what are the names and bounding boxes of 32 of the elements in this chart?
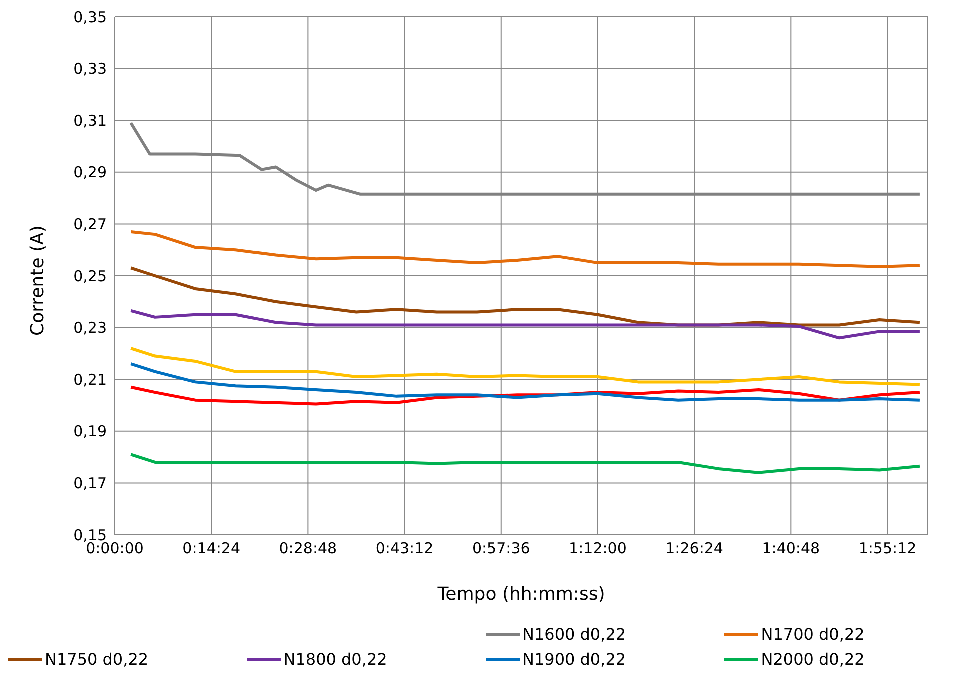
x-tick-label: 1:12:00	[569, 540, 627, 558]
legend-label: N1700 d0,22	[761, 625, 865, 644]
line-series	[130, 362, 922, 402]
line-series	[130, 309, 922, 340]
line-series	[130, 347, 922, 386]
x-tick-label: 1:55:12	[858, 540, 917, 558]
x-axis-title: Tempo (hh:mm:ss)	[436, 584, 606, 605]
x-tick-label: 0:28:48	[279, 540, 338, 558]
x-tick-label: 0:43:12	[376, 540, 434, 558]
y-axis-title: Corrente (A)	[27, 226, 48, 336]
x-tick-label: 1:26:24	[666, 540, 724, 558]
x-tick-label: 0:57:36	[472, 540, 530, 558]
y-tick-label: 0,21	[74, 370, 107, 389]
y-tick-label: 0,29	[74, 164, 107, 182]
y-tick-label: 0,35	[74, 8, 107, 26]
x-tick-label: 1:40:48	[762, 540, 820, 558]
y-tick-label: 0,23	[74, 319, 107, 338]
legend-label: N2000 d0,22	[761, 650, 865, 669]
y-tick-label: 0,17	[74, 474, 107, 493]
legend-label: N1800 d0,22	[284, 650, 388, 669]
line-series	[130, 453, 922, 474]
legend-label: N1600 d0,22	[522, 625, 626, 644]
x-tick-label: 0:00:00	[86, 540, 144, 558]
y-tick-label: 0,31	[74, 112, 107, 130]
y-tick-label: 0,19	[74, 422, 107, 441]
y-tick-label: 0,25	[74, 267, 107, 286]
y-tick-label: 0,27	[74, 216, 107, 234]
legend-label: N1900 d0,22	[522, 650, 626, 669]
line-series	[130, 230, 922, 268]
legend-label: N1750 d0,22	[45, 650, 149, 669]
x-tick-label: 0:14:24	[182, 540, 241, 558]
y-tick-label: 0,33	[74, 60, 107, 78]
